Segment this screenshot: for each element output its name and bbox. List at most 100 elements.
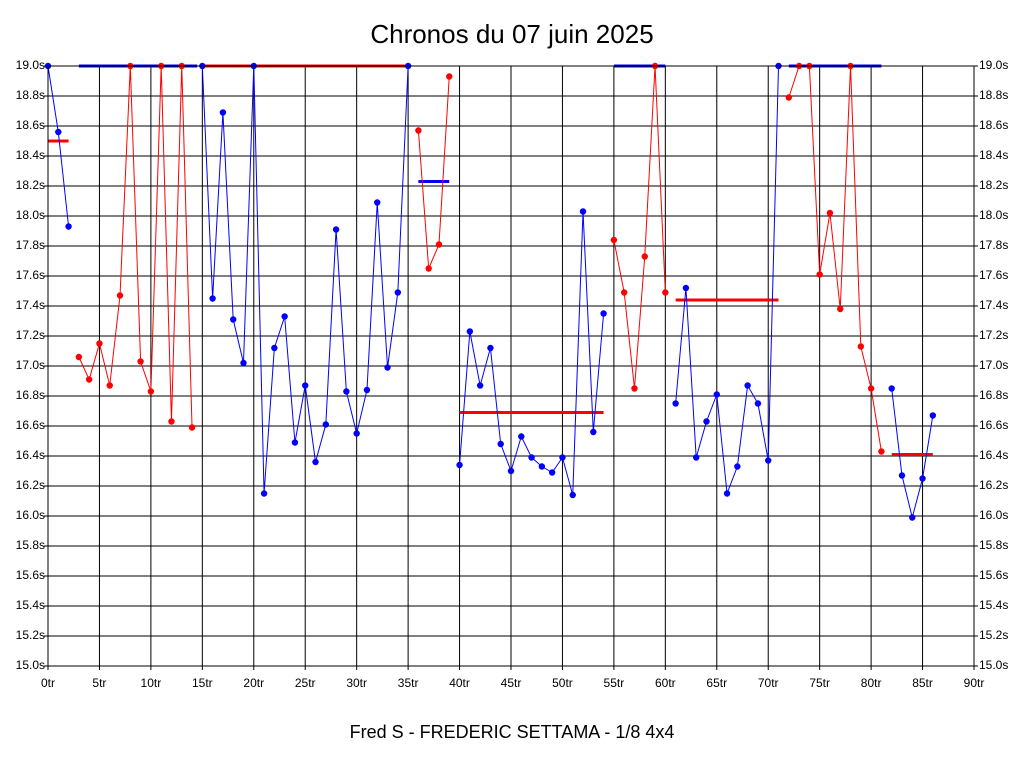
y2-tick-label: 15.6s [979,568,1008,582]
series-line [613,65,666,389]
data-point [65,223,72,230]
y-tick-label: 15.4s [16,598,45,612]
y2-tick-label: 15.8s [979,538,1008,552]
x-tick-label: 30tr [346,676,367,690]
data-point [415,127,422,134]
y2-tick-label: 18.6s [979,118,1008,132]
data-point [929,412,937,419]
data-point [188,424,196,431]
y-tick-label: 16.2s [16,478,45,492]
data-point [312,458,319,466]
plot-frame [47,65,975,667]
data-point [343,388,350,395]
y-tick-label: 17.8s [16,238,45,252]
data-point [909,514,916,521]
series-line [78,65,193,428]
data-point [55,128,62,136]
data-point [487,344,494,352]
data [44,62,937,521]
y2-tick-label: 16.8s [979,388,1008,402]
data-point [476,382,484,389]
data-point [353,430,360,437]
data-point [466,328,474,335]
y2-tick-label: 18.0s [979,208,1008,222]
data-point [548,469,556,476]
data-point [96,340,103,347]
y-tick-label: 17.4s [16,298,45,312]
data-point [713,391,720,398]
x-tick-label: 75tr [809,676,830,690]
data-point [394,289,402,296]
data-point [260,490,268,497]
data-point [888,385,895,392]
y2-tick-label: 16.2s [979,478,1008,492]
y-tick-label: 17.0s [16,358,45,372]
data-point [106,382,113,389]
data-point [435,241,443,248]
data-point [816,271,823,278]
data-point [837,305,844,313]
y-tick-label: 16.8s [16,388,45,402]
data-point [744,382,751,389]
data-point [168,418,175,425]
data-point [85,376,93,383]
x-tick-label: 65tr [706,676,727,690]
data-point [271,344,278,352]
data-point [291,439,299,446]
chart-title: Chronos du 07 juin 2025 [370,19,653,49]
data-point [867,385,875,392]
data-point [641,253,648,260]
y-tick-label: 18.0s [16,208,45,222]
data-point [528,454,535,461]
data-point [332,226,340,233]
data-point [785,94,792,101]
y-tick-label: 15.6s [16,568,45,582]
x-tick-label: 25tr [295,676,316,690]
y-tick-label: 18.2s [16,178,45,192]
x-tick-label: 85tr [912,676,933,690]
data-point [363,386,371,394]
y2-tick-label: 17.2s [979,328,1008,342]
y2-tick-label: 19.0s [979,58,1008,72]
x-tick-label: 80tr [861,676,882,690]
y-tick-label: 16.4s [16,448,45,462]
data-point [703,418,710,425]
data-point [878,448,885,455]
x-tick-label: 70tr [758,676,779,690]
data-point [579,208,587,215]
grid: 15.0s 15.0s 15.2s 15.2s 15.4s 15.4s 15.6s 15.6s… [16,58,1009,690]
data-point [322,421,329,428]
y2-tick-label: 18.8s [979,88,1008,102]
data-point [240,359,247,367]
data-point [682,284,690,292]
data-point [302,382,309,389]
y-tick-label: 16.6s [16,418,45,432]
y2-tick-label: 15.2s [979,628,1008,642]
data-point [898,472,906,479]
x-tick-label: 60tr [655,676,676,690]
y2-tick-label: 15.0s [979,658,1008,672]
data-point [137,358,144,365]
y2-tick-label: 18.2s [979,178,1008,192]
y-tick-label: 16.0s [16,508,45,522]
data-point [600,310,607,317]
y2-tick-label: 18.4s [979,148,1008,162]
data-point [219,109,227,116]
data-point [538,463,546,470]
x-tick-label: 55tr [604,676,625,690]
x-tick-label: 15tr [192,676,213,690]
y-tick-label: 15.8s [16,538,45,552]
data-point [590,428,597,436]
data-point [446,73,453,80]
y-tick-label: 17.6s [16,268,45,282]
data-point [425,265,432,272]
y-tick-label: 15.0s [16,658,45,672]
data-point [857,343,865,350]
data-point [507,467,515,475]
y-tick-label: 17.2s [16,328,45,342]
data-point [230,316,237,323]
y2-tick-label: 17.6s [979,268,1008,282]
data-point [209,295,216,302]
data-point [281,313,288,320]
